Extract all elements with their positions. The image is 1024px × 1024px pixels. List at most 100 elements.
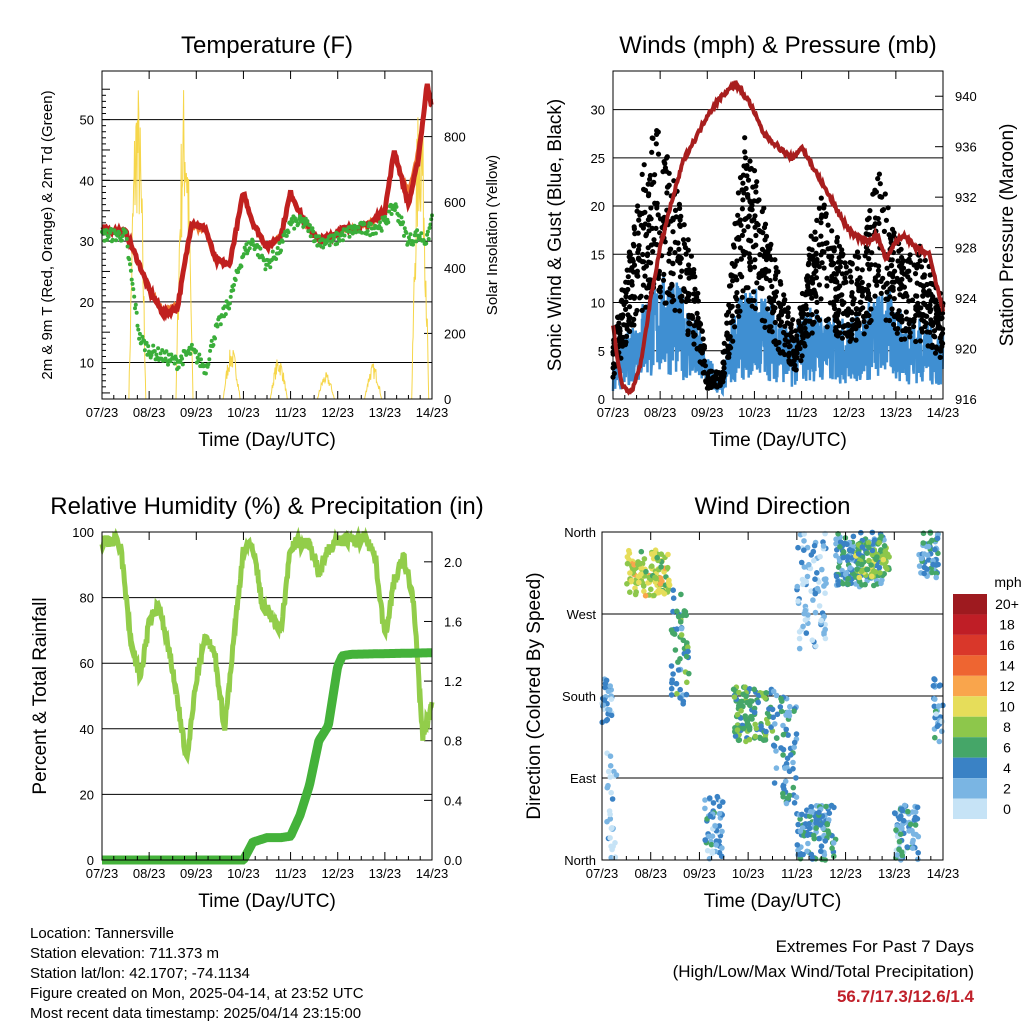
dewpoint-point [188, 351, 193, 356]
gust-point [722, 348, 728, 354]
wind-direction-point [768, 724, 774, 730]
gust-point [699, 328, 705, 334]
wind-direction-ylabel: Direction (Colored By Speed) [524, 572, 545, 819]
wind-direction-point [745, 722, 752, 728]
gust-point [933, 344, 939, 350]
gust-point [766, 295, 773, 301]
wind-direction-point [670, 595, 677, 601]
gust-point [875, 272, 881, 278]
dewpoint-point [378, 220, 382, 225]
wind-direction-point [790, 784, 797, 791]
wind-direction-point [914, 816, 921, 822]
gust-point [925, 292, 931, 298]
gust-point [863, 231, 869, 237]
gust-point [753, 232, 759, 239]
wind-direction-point [936, 738, 943, 745]
wind-direction-xtick-label: 07/23 [586, 866, 619, 881]
gust-point [685, 247, 691, 253]
station-pressure-line [611, 80, 945, 396]
dewpoint-2m-points [100, 202, 434, 376]
wind-direction-point [822, 635, 829, 642]
wind-direction-point [738, 708, 744, 714]
gust-point [627, 304, 633, 310]
dewpoint-point [133, 306, 137, 311]
temperature-xlabel: Time (Day/UTC) [198, 430, 336, 451]
gust-point [753, 183, 759, 189]
wind-direction-point [790, 759, 796, 766]
wind-direction-point [602, 684, 608, 691]
gust-point [615, 314, 621, 321]
gust-point [838, 259, 844, 265]
wind-direction-point [702, 837, 709, 843]
gust-point [681, 222, 687, 228]
wind-direction-point [814, 818, 820, 824]
dewpoint-point [406, 235, 411, 240]
wind-direction-ytick-label: South [562, 689, 596, 704]
humidity-ytick-label: 60 [80, 656, 94, 671]
wind-direction-point [816, 603, 823, 609]
dewpoint-point [321, 238, 326, 243]
gust-point [701, 358, 708, 364]
wind-direction-point [730, 686, 737, 693]
gust-point [828, 257, 834, 263]
wind-direction-point [833, 573, 840, 580]
gust-point [645, 217, 652, 223]
wind-direction-point [830, 840, 837, 846]
gust-point [739, 206, 746, 212]
gust-point [683, 251, 689, 257]
gust-point [721, 365, 727, 371]
dewpoint-point [215, 324, 220, 329]
dewpoint-point [127, 257, 132, 262]
gust-point [640, 251, 646, 258]
dewpoint-point [232, 283, 236, 287]
wind-direction-point [814, 570, 820, 576]
gust-point [872, 293, 878, 299]
gust-point [652, 200, 658, 206]
winds-panel: 0 5 10 15 20 25 30 916 920 924 928 932 936 940 Winds (… [545, 32, 1018, 451]
wind-direction-point [783, 760, 790, 767]
temperature-xtick-label: 10/23 [227, 405, 260, 420]
wind-direction-xtick-label: 14/23 [927, 866, 960, 881]
gust-point [749, 218, 755, 224]
gust-point [876, 171, 883, 177]
wind-direction-point [606, 707, 613, 713]
gust-point [725, 309, 732, 315]
gust-point [653, 141, 659, 147]
wind-direction-point [605, 782, 611, 789]
dewpoint-point [247, 246, 252, 251]
dewpoint-point [274, 257, 279, 261]
wind-direction-point [661, 591, 668, 597]
gust-point [886, 317, 893, 324]
gust-point [664, 190, 670, 196]
wind-direction-point [810, 832, 817, 839]
dewpoint-point [208, 348, 213, 353]
dewpoint-point [140, 334, 145, 339]
gust-point [814, 299, 820, 305]
humidity-ytick-right-label: 0.4 [444, 793, 462, 808]
wind-direction-point [800, 623, 806, 630]
wind-direction-point [774, 711, 781, 718]
wind-direction-point [746, 736, 753, 743]
gust-point [863, 324, 869, 330]
wind-direction-point [791, 744, 797, 750]
gust-point [818, 220, 824, 226]
wind-direction-point [845, 575, 851, 582]
gust-point [681, 241, 688, 247]
temperature-xtick-label: 11/23 [275, 405, 307, 420]
wind-direction-xtick-label: 08/23 [634, 866, 667, 881]
wind-direction-point [683, 691, 690, 698]
humidity-ytick-label: 20 [80, 787, 94, 802]
gust-point [685, 237, 691, 243]
location-text: Location: Tannersville [30, 925, 174, 942]
dewpoint-point [296, 221, 301, 226]
gust-point [648, 205, 654, 211]
wind-direction-point [805, 840, 811, 847]
wind-direction-point [685, 644, 691, 650]
gust-point [750, 244, 757, 250]
humidity-xtick-label: 10/23 [227, 866, 260, 881]
winds-ytick-label: 25 [591, 151, 605, 166]
temperature-9m-line [101, 85, 434, 317]
wind-direction-point [601, 697, 608, 703]
wind-direction-point [932, 734, 938, 741]
